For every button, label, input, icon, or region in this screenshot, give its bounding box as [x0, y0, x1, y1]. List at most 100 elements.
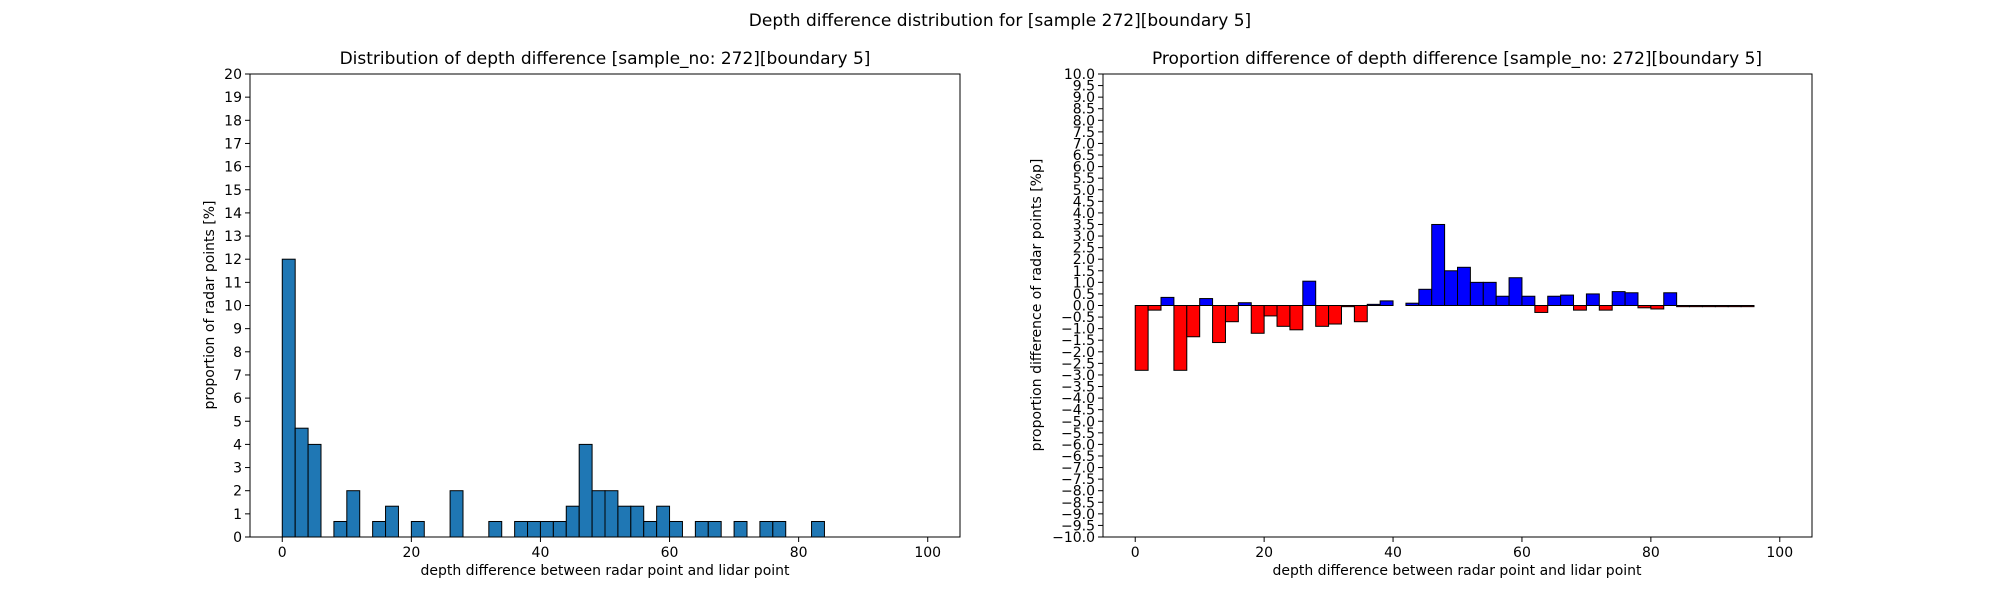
chart-right-y-tick-label: 4.0 — [1073, 206, 1095, 222]
chart-left-bar — [617, 505, 632, 538]
chart-right-bar — [1444, 270, 1459, 306]
chart-right-bar — [1366, 303, 1381, 306]
chart-left-y-tick-label: 1 — [233, 507, 242, 523]
chart-left-bar — [643, 520, 658, 538]
chart-left-bar — [811, 520, 825, 538]
figure-suptitle: Depth difference distribution for [sampl… — [749, 11, 1251, 31]
chart-left-bar — [307, 443, 322, 538]
chart-right-bar — [1134, 305, 1149, 371]
chart-left-y-tick-label: 0 — [233, 530, 242, 546]
chart-left-y-tick-label: 17 — [224, 136, 242, 152]
chart-right-y-tick-label: 5.5 — [1073, 171, 1095, 187]
chart-right-bar — [1598, 305, 1613, 311]
chart-right-y-tick-label: 3.5 — [1073, 217, 1095, 233]
chart-right-bar — [1212, 305, 1226, 344]
chart-right-bar — [1585, 293, 1600, 306]
chart-left-y-tick-label: 4 — [233, 437, 242, 453]
chart-right-y-tick-label: −8.0 — [1061, 484, 1095, 500]
chart-right-bar — [1186, 305, 1201, 338]
chart-right-y-tick-label: 2.5 — [1073, 241, 1095, 257]
chart-right-bar — [1315, 305, 1330, 327]
chart-right-y-tick-label: −4.0 — [1061, 391, 1095, 407]
chart-right-y-tick-label: −2.5 — [1061, 356, 1095, 372]
chart-left-y-tick-label: 19 — [224, 90, 242, 106]
chart-left-bar — [527, 520, 541, 538]
chart-left-bar — [759, 520, 774, 538]
chart-right-x-tick-label: 40 — [1384, 545, 1402, 561]
chart-right-y-tick-label: 3.0 — [1073, 229, 1095, 245]
chart-right-bar — [1508, 277, 1523, 307]
chart-right-bar — [1431, 223, 1446, 307]
chart-left-xlabel: depth difference between radar point and… — [420, 563, 790, 579]
chart-right-y-tick-label: −5.5 — [1061, 426, 1095, 442]
chart-right-bar — [1663, 292, 1678, 306]
chart-right-y-tick-label: −0.5 — [1061, 310, 1095, 326]
chart-right-bar — [1573, 305, 1587, 311]
chart-right-bar — [1328, 305, 1342, 325]
chart-right-bar — [1302, 280, 1317, 307]
chart-left-y-tick-label: 12 — [224, 252, 242, 268]
chart-right-y-tick-label: −8.5 — [1061, 495, 1095, 511]
chart-right-y-tick-label: −6.5 — [1061, 449, 1095, 465]
chart-right-y-tick-label: 2.0 — [1073, 252, 1095, 268]
chart-left-x-axis: 0 20 40 60 80 100 — [278, 537, 941, 561]
chart-left-bar — [707, 520, 722, 538]
chart-right-bar — [1547, 295, 1562, 306]
chart-right-y-tick-label: −5.0 — [1061, 414, 1095, 430]
chart-left-bar — [578, 443, 593, 538]
chart-right-bar — [1340, 305, 1355, 308]
chart-right-bar — [1676, 305, 1691, 308]
chart-right-x-tick-label: 80 — [1642, 545, 1660, 561]
chart-left-y-tick-label: 9 — [233, 322, 242, 338]
chart-left-bar — [552, 520, 567, 538]
chart-left: Distribution of depth difference [sample… — [202, 49, 961, 579]
chart-right-y-tick-label: 5.0 — [1073, 183, 1095, 199]
chart-left-y-tick-label: 8 — [233, 345, 242, 361]
chart-left-bar — [346, 490, 361, 538]
chart-left-x-tick-label: 20 — [402, 545, 420, 561]
chart-right-bar — [1727, 305, 1742, 308]
chart-right-bar — [1457, 266, 1471, 306]
chart-right-y-tick-label: −4.5 — [1061, 403, 1095, 419]
chart-left-bar — [656, 505, 671, 538]
chart-right-bar — [1560, 294, 1575, 306]
chart-left-bar — [733, 520, 748, 538]
chart-right-bar — [1714, 305, 1729, 308]
chart-right-y-tick-label: −9.0 — [1061, 507, 1095, 523]
chart-left-bar — [294, 427, 309, 538]
chart-left-bar — [385, 505, 399, 538]
chart-right-bar — [1740, 305, 1755, 308]
chart-right-y-tick-label: 7.5 — [1073, 125, 1095, 141]
chart-right-bar — [1637, 305, 1652, 309]
chart-right-bar — [1650, 305, 1665, 310]
chart-right-ylabel: proportion difference of radar points [%… — [1029, 159, 1045, 452]
chart-left-y-tick-label: 15 — [224, 183, 242, 199]
chart-left-y-tick-label: 16 — [224, 160, 242, 176]
chart-right-y-tick-label: −3.0 — [1061, 368, 1095, 384]
chart-right-bar — [1482, 281, 1497, 307]
chart-right-y-tick-label: 8.0 — [1073, 113, 1095, 129]
chart-right-y-tick-label: 8.5 — [1073, 102, 1095, 118]
chart-right-y-tick-label: 7.0 — [1073, 136, 1095, 152]
chart-left-y-tick-label: 11 — [224, 275, 242, 291]
chart-right-y-axis: −10.0−9.5−9.0−8.5−8.0−7.5−7.0−6.5−6.0−5.… — [1052, 67, 1103, 546]
chart-right-y-tick-label: 1.5 — [1073, 264, 1095, 280]
chart-left-x-tick-label: 0 — [278, 545, 287, 561]
chart-left-x-tick-label: 80 — [790, 545, 808, 561]
chart-right-bar — [1624, 292, 1639, 306]
chart-right-y-tick-label: −10.0 — [1052, 530, 1095, 546]
chart-right-y-tick-label: −7.5 — [1061, 472, 1095, 488]
chart-left-bar — [669, 520, 683, 538]
chart-right-frame — [1102, 73, 1813, 538]
chart-right-y-tick-label: 0.0 — [1073, 299, 1095, 315]
chart-right-bar — [1405, 302, 1420, 306]
chart-right-bar — [1199, 298, 1214, 306]
chart-right-y-tick-label: 9.0 — [1073, 90, 1095, 106]
chart-right-x-tick-label: 0 — [1131, 545, 1140, 561]
chart-right-y-tick-label: 6.0 — [1073, 160, 1095, 176]
chart-right-y-tick-label: −9.5 — [1061, 518, 1095, 534]
chart-right-bar — [1521, 295, 1536, 306]
chart-left-bar — [565, 505, 580, 538]
